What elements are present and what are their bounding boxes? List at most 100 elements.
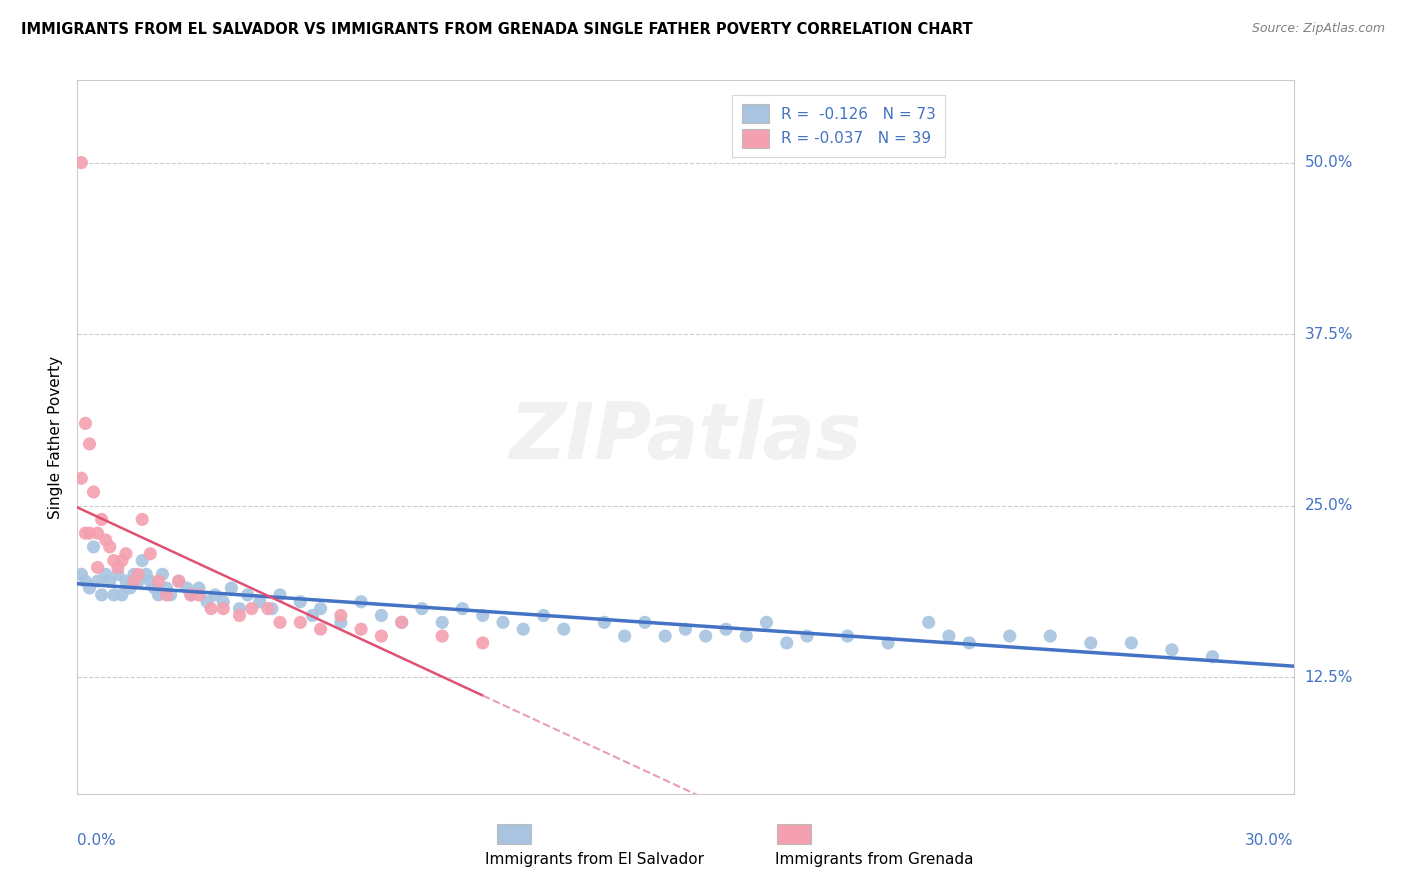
Point (159, 588, 181, 602)
Point (127, 567, 149, 582)
Point (735, 629, 758, 643)
Point (111, 553, 134, 567)
Point (103, 588, 125, 602)
Point (228, 601, 250, 615)
Point (139, 574, 162, 589)
Point (512, 622, 534, 636)
Point (180, 588, 202, 602)
Text: 25.0%: 25.0% (1305, 499, 1353, 513)
Point (212, 601, 235, 615)
Point (957, 636, 980, 650)
Text: Source: ZipAtlas.com: Source: ZipAtlas.com (1251, 22, 1385, 36)
Point (188, 588, 211, 602)
Point (533, 608, 555, 623)
Text: 12.5%: 12.5% (1305, 670, 1353, 685)
Point (877, 636, 900, 650)
Point (553, 622, 575, 636)
Point (269, 615, 291, 630)
Point (1039, 629, 1062, 643)
Point (290, 615, 312, 630)
Point (86, 526, 108, 541)
FancyBboxPatch shape (776, 824, 811, 844)
Point (70, 471, 93, 485)
Point (122, 574, 145, 589)
Point (155, 581, 177, 595)
Point (103, 553, 125, 567)
Point (115, 547, 138, 561)
Point (240, 601, 263, 615)
Text: 30.0%: 30.0% (1246, 833, 1294, 847)
Point (75, 574, 97, 589)
Point (471, 608, 494, 623)
Text: 0.0%: 0.0% (77, 833, 117, 847)
Text: Immigrants from Grenada: Immigrants from Grenada (775, 852, 973, 867)
Point (70, 567, 93, 582)
Point (195, 595, 218, 609)
Point (998, 629, 1021, 643)
Point (131, 553, 153, 567)
Point (675, 622, 697, 636)
Point (918, 615, 941, 630)
Point (176, 581, 198, 595)
Point (94, 567, 117, 582)
Text: 37.5%: 37.5% (1305, 326, 1353, 342)
Point (79, 437, 101, 451)
Point (309, 601, 332, 615)
Point (135, 567, 157, 582)
Point (167, 574, 190, 589)
Legend: R =  -0.126   N = 73, R = -0.037   N = 39: R = -0.126 N = 73, R = -0.037 N = 39 (733, 95, 945, 157)
Point (290, 595, 312, 609)
Point (654, 629, 676, 643)
Text: IMMIGRANTS FROM EL SALVADOR VS IMMIGRANTS FROM GRENADA SINGLE FATHER POVERTY COR: IMMIGRANTS FROM EL SALVADOR VS IMMIGRANT… (21, 22, 973, 37)
Point (122, 567, 145, 582)
Point (370, 629, 392, 643)
Point (70, 155, 93, 169)
Text: ZIPatlas: ZIPatlas (509, 399, 862, 475)
Point (236, 588, 259, 602)
Point (634, 615, 657, 630)
Point (714, 622, 737, 636)
Point (837, 629, 859, 643)
Point (329, 608, 352, 623)
Point (148, 588, 170, 602)
Point (796, 629, 818, 643)
Point (695, 629, 717, 643)
Point (90, 512, 112, 526)
Point (755, 615, 778, 630)
Y-axis label: Single Father Poverty: Single Father Poverty (48, 356, 63, 518)
Point (370, 608, 392, 623)
Point (107, 560, 129, 574)
Point (115, 574, 138, 589)
Point (212, 595, 235, 609)
Point (350, 622, 373, 636)
Point (309, 622, 332, 636)
Point (391, 615, 413, 630)
Point (228, 608, 250, 623)
Point (430, 629, 453, 643)
Point (75, 417, 97, 431)
Point (249, 595, 271, 609)
Point (492, 615, 515, 630)
Point (471, 636, 494, 650)
Point (83, 485, 105, 500)
Point (79, 526, 101, 541)
Point (155, 588, 177, 602)
Text: 50.0%: 50.0% (1305, 155, 1353, 170)
Point (79, 581, 101, 595)
Point (152, 567, 174, 582)
Point (86, 574, 108, 589)
Point (329, 615, 352, 630)
FancyBboxPatch shape (496, 824, 531, 844)
Point (1201, 649, 1223, 664)
Point (204, 588, 226, 602)
Point (1161, 642, 1184, 657)
Point (75, 526, 97, 541)
Point (86, 560, 108, 574)
Point (430, 615, 453, 630)
Point (127, 574, 149, 589)
Point (148, 574, 170, 589)
Point (90, 588, 112, 602)
Point (776, 636, 799, 650)
Point (269, 588, 291, 602)
Point (131, 512, 153, 526)
